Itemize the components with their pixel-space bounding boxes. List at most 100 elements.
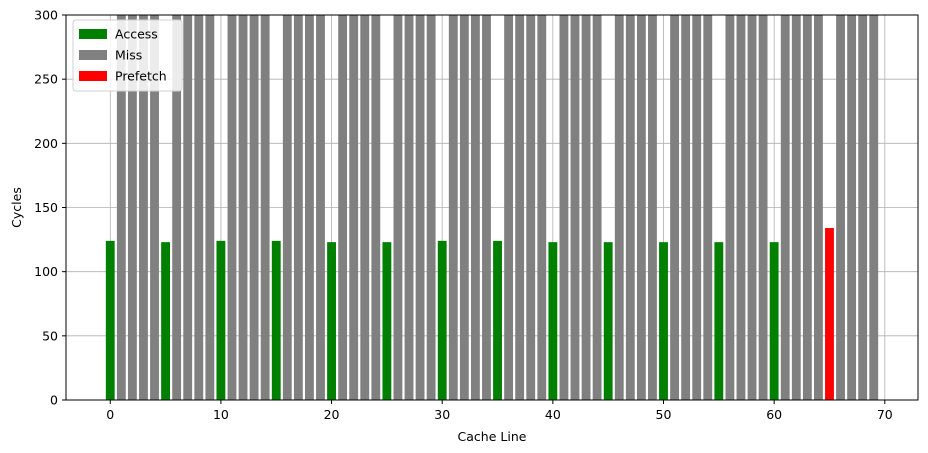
bar-miss: [482, 15, 491, 400]
bar-miss: [183, 15, 193, 400]
bar-miss: [847, 15, 857, 400]
bar-miss: [371, 15, 381, 400]
bar-access: [603, 242, 613, 400]
bar-access: [714, 242, 724, 400]
bar-miss: [426, 15, 436, 400]
legend-label-miss: Miss: [115, 48, 142, 63]
bars: [105, 15, 879, 400]
bar-miss: [116, 15, 126, 400]
bar-miss: [459, 15, 469, 400]
bar-miss: [681, 15, 691, 400]
bar-miss: [636, 15, 646, 400]
bar-miss: [238, 15, 248, 400]
bar-access: [105, 240, 115, 400]
bar-miss: [692, 15, 702, 400]
y-tick-label: 100: [34, 264, 58, 279]
bar-miss: [415, 15, 425, 400]
bar-miss: [127, 15, 137, 400]
bar-miss: [172, 15, 182, 400]
y-tick-label: 200: [34, 136, 58, 151]
bar-miss: [559, 15, 569, 400]
y-tick-label: 50: [42, 328, 58, 343]
bar-miss: [526, 15, 536, 400]
bar-access: [216, 240, 226, 400]
bar-miss: [515, 15, 525, 400]
bar-miss: [813, 15, 823, 400]
y-axis-label: Cycles: [9, 187, 24, 228]
bar-access: [161, 242, 171, 400]
bar-miss: [836, 15, 845, 400]
bar-miss: [592, 15, 602, 400]
bar-miss: [404, 15, 414, 400]
bar-miss: [194, 15, 204, 400]
bar-miss: [614, 15, 624, 400]
bar-miss: [802, 15, 812, 400]
bar-miss: [282, 15, 292, 400]
bar-miss: [205, 15, 215, 400]
bar-miss: [725, 15, 735, 400]
x-tick-label: 10: [213, 407, 229, 422]
bar-miss: [869, 15, 879, 400]
grid: [66, 14, 918, 401]
bar-miss: [791, 15, 801, 400]
x-tick-label: 70: [877, 407, 893, 422]
bar-access: [382, 242, 392, 400]
bar-miss: [504, 15, 514, 400]
legend-swatch-access: [79, 29, 107, 39]
bar-access: [659, 242, 668, 400]
bar-miss: [293, 15, 303, 400]
x-tick-label: 20: [324, 407, 340, 422]
bar-miss: [360, 15, 370, 400]
bar-access: [493, 240, 502, 400]
x-tick-label: 0: [106, 407, 114, 422]
legend: Access Miss Prefetch: [72, 19, 183, 92]
bar-miss: [448, 15, 458, 400]
bar-miss: [349, 15, 359, 400]
bar-miss: [570, 15, 580, 400]
x-tick-label: 30: [434, 407, 450, 422]
x-tick-label: 60: [766, 407, 782, 422]
bar-miss: [648, 15, 657, 400]
bar-access: [327, 242, 336, 400]
bar-miss: [150, 15, 159, 400]
bar-miss: [227, 15, 237, 400]
bar-miss: [736, 15, 746, 400]
bar-miss: [703, 15, 713, 400]
legend-label-access: Access: [115, 27, 158, 42]
bar-miss: [139, 15, 148, 400]
bar-miss: [338, 15, 348, 400]
bar-miss: [858, 15, 868, 400]
y-tick-label: 300: [34, 8, 58, 23]
bar-miss: [625, 15, 635, 400]
bar-miss: [758, 15, 768, 400]
x-tick-label: 40: [545, 407, 561, 422]
bar-access: [769, 242, 779, 400]
legend-label-prefetch: Prefetch: [115, 69, 167, 84]
bar-miss: [747, 15, 757, 400]
bar-miss: [393, 15, 403, 400]
bar-miss: [470, 15, 480, 400]
legend-swatch-prefetch: [79, 71, 107, 81]
y-tick-label: 0: [50, 393, 58, 408]
x-tick-label: 50: [656, 407, 672, 422]
bar-miss: [260, 15, 270, 400]
y-tick-label: 150: [34, 200, 58, 215]
y-axis: 0 50 100 150 200 250 300: [34, 8, 66, 408]
bar-prefetch: [825, 228, 834, 400]
x-axis: 0 10 20 30 40 50 60 70: [106, 400, 893, 422]
bar-miss: [305, 15, 314, 400]
bar-miss: [249, 15, 259, 400]
bar-miss: [316, 15, 325, 400]
legend-swatch-miss: [79, 50, 107, 60]
x-axis-label: Cache Line: [458, 429, 527, 444]
bar-access: [548, 242, 558, 400]
bar-miss: [537, 15, 547, 400]
bar-miss: [670, 15, 679, 400]
bar-miss: [581, 15, 591, 400]
bar-access: [437, 240, 447, 400]
bar-access: [271, 240, 281, 400]
bar-miss: [780, 15, 790, 400]
y-tick-label: 250: [34, 72, 58, 87]
